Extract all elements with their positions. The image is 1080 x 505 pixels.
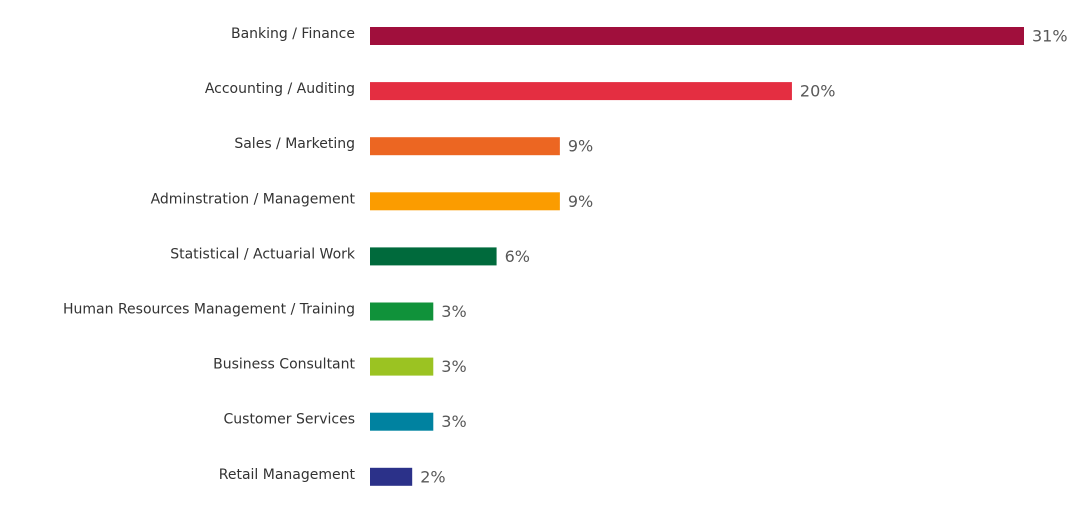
- bar: [370, 467, 413, 486]
- category-label: Retail Management: [219, 467, 356, 483]
- bar: [370, 302, 434, 321]
- value-label: 9%: [568, 137, 593, 156]
- category-label: Accounting / Auditing: [205, 81, 355, 97]
- bar: [370, 192, 560, 211]
- category-label: Banking / Finance: [231, 26, 355, 42]
- category-label: Human Resources Management / Training: [63, 302, 355, 318]
- value-label: 6%: [505, 247, 530, 266]
- value-label: 3%: [441, 357, 466, 376]
- bar: [370, 412, 434, 431]
- category-label: Sales / Marketing: [234, 136, 355, 152]
- category-label: Adminstration / Management: [151, 191, 356, 207]
- value-label: 20%: [800, 82, 836, 101]
- value-label: 2%: [420, 467, 445, 486]
- category-label: Customer Services: [224, 412, 356, 428]
- category-label: Statistical / Actuarial Work: [170, 246, 356, 262]
- bar: [370, 137, 560, 156]
- value-label: 3%: [441, 412, 466, 431]
- bar: [370, 27, 1024, 45]
- category-label: Business Consultant: [213, 357, 355, 373]
- value-label: 31%: [1032, 27, 1068, 46]
- bar: [370, 82, 792, 101]
- bar: [370, 357, 434, 376]
- value-label: 9%: [568, 192, 593, 211]
- value-label: 3%: [441, 302, 466, 321]
- bar: [370, 247, 497, 266]
